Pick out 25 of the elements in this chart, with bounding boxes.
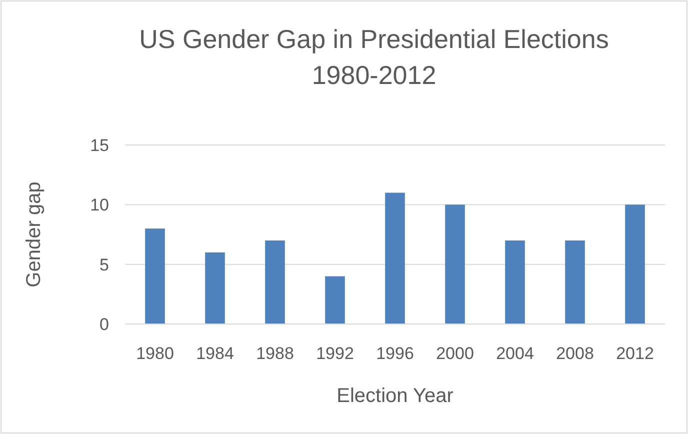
x-tick-label: 2012 — [616, 344, 654, 363]
bar — [145, 228, 165, 324]
x-tick-label: 1984 — [196, 344, 234, 363]
bar — [625, 204, 645, 324]
chart-title: US Gender Gap in Presidential Elections 1980-2012 — [139, 24, 609, 90]
x-tick-label: 2004 — [496, 344, 534, 363]
y-axis-title: Gender gap — [23, 182, 45, 288]
x-tick-label: 2008 — [556, 344, 594, 363]
x-tick-label: 1988 — [256, 344, 294, 363]
y-tick-label: 5 — [100, 255, 109, 274]
x-tick-label: 2000 — [436, 344, 474, 363]
bar — [565, 240, 585, 324]
y-tick-label: 15 — [90, 136, 109, 155]
bar — [385, 192, 405, 324]
y-tick-label: 10 — [90, 196, 109, 215]
x-axis-title: Election Year — [336, 385, 454, 407]
bar — [325, 276, 345, 324]
bar — [505, 240, 525, 324]
bar — [265, 240, 285, 324]
y-tick-label: 0 — [100, 314, 109, 334]
x-tick-label: 1992 — [316, 344, 354, 363]
bar — [205, 252, 225, 324]
bar — [445, 204, 465, 324]
x-tick-label: 1996 — [376, 344, 414, 363]
x-tick-label: 1980 — [136, 344, 174, 363]
